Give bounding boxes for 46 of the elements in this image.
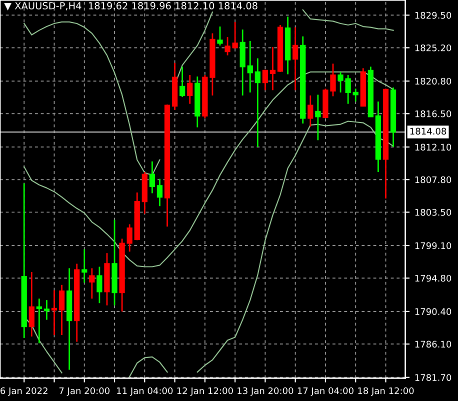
candlestick bbox=[352, 88, 358, 102]
y-tick-label: 1816.50 bbox=[415, 110, 452, 118]
candlestick bbox=[89, 268, 95, 300]
y-tick-label: 1812.10 bbox=[415, 144, 452, 151]
candlestick bbox=[36, 298, 42, 344]
ref-line-label: 1814.08 bbox=[410, 128, 446, 135]
y-tick-label: 1820.80 bbox=[415, 78, 452, 85]
candlestick bbox=[308, 94, 314, 128]
candlestick bbox=[292, 26, 298, 91]
y-tick-label: 1781.70 bbox=[415, 374, 452, 381]
y-tick-label: 1829.50 bbox=[415, 12, 452, 19]
y-tick-label: 1790.40 bbox=[415, 308, 452, 316]
line-series bbox=[24, 71, 394, 268]
candlestick bbox=[180, 66, 186, 98]
candlestick bbox=[345, 74, 351, 105]
y-tick-label: 1807.80 bbox=[415, 176, 452, 184]
y-tick-label: 1794.80 bbox=[415, 274, 452, 282]
candlestick bbox=[187, 74, 193, 105]
candlestick bbox=[82, 248, 88, 284]
candlestick bbox=[51, 290, 58, 336]
x-tick-label: 12 Jan 12:00 bbox=[177, 387, 233, 396]
candlestick bbox=[44, 299, 50, 320]
x-tick-label: 13 Jan 20:00 bbox=[238, 387, 294, 396]
candlestick bbox=[58, 284, 65, 336]
y-tick-label: 1786.10 bbox=[415, 340, 452, 348]
chart-title: ▼ XAUUSD-P,H4 1819.62 1819.96 1812.10 1814.08 bbox=[4, 2, 258, 10]
candlestick bbox=[156, 178, 163, 207]
candlestick bbox=[126, 224, 132, 252]
x-tick-label: 7 Jan 20:00 bbox=[59, 387, 110, 396]
candlestick bbox=[315, 94, 321, 141]
candlestick bbox=[254, 58, 260, 148]
candlestick bbox=[247, 40, 253, 94]
candlestick bbox=[96, 266, 102, 304]
candlestick bbox=[262, 69, 268, 91]
x-tick-label: 18 Jan 12:00 bbox=[358, 387, 414, 396]
candlestick bbox=[149, 160, 155, 194]
y-tick-label: 1825.20 bbox=[415, 44, 452, 52]
y-tick-label: 1803.50 bbox=[415, 208, 452, 216]
candlestick bbox=[28, 271, 34, 338]
candlestick bbox=[338, 71, 344, 94]
x-tick-label: 6 Jan 2022 bbox=[0, 387, 48, 396]
x-tick-label: 11 Jan 04:00 bbox=[117, 387, 173, 396]
x-tick-label: 17 Jan 04:00 bbox=[298, 387, 354, 396]
candlestick bbox=[217, 26, 223, 46]
y-tick-label: 1799.10 bbox=[415, 242, 452, 250]
candlestick bbox=[270, 46, 276, 91]
